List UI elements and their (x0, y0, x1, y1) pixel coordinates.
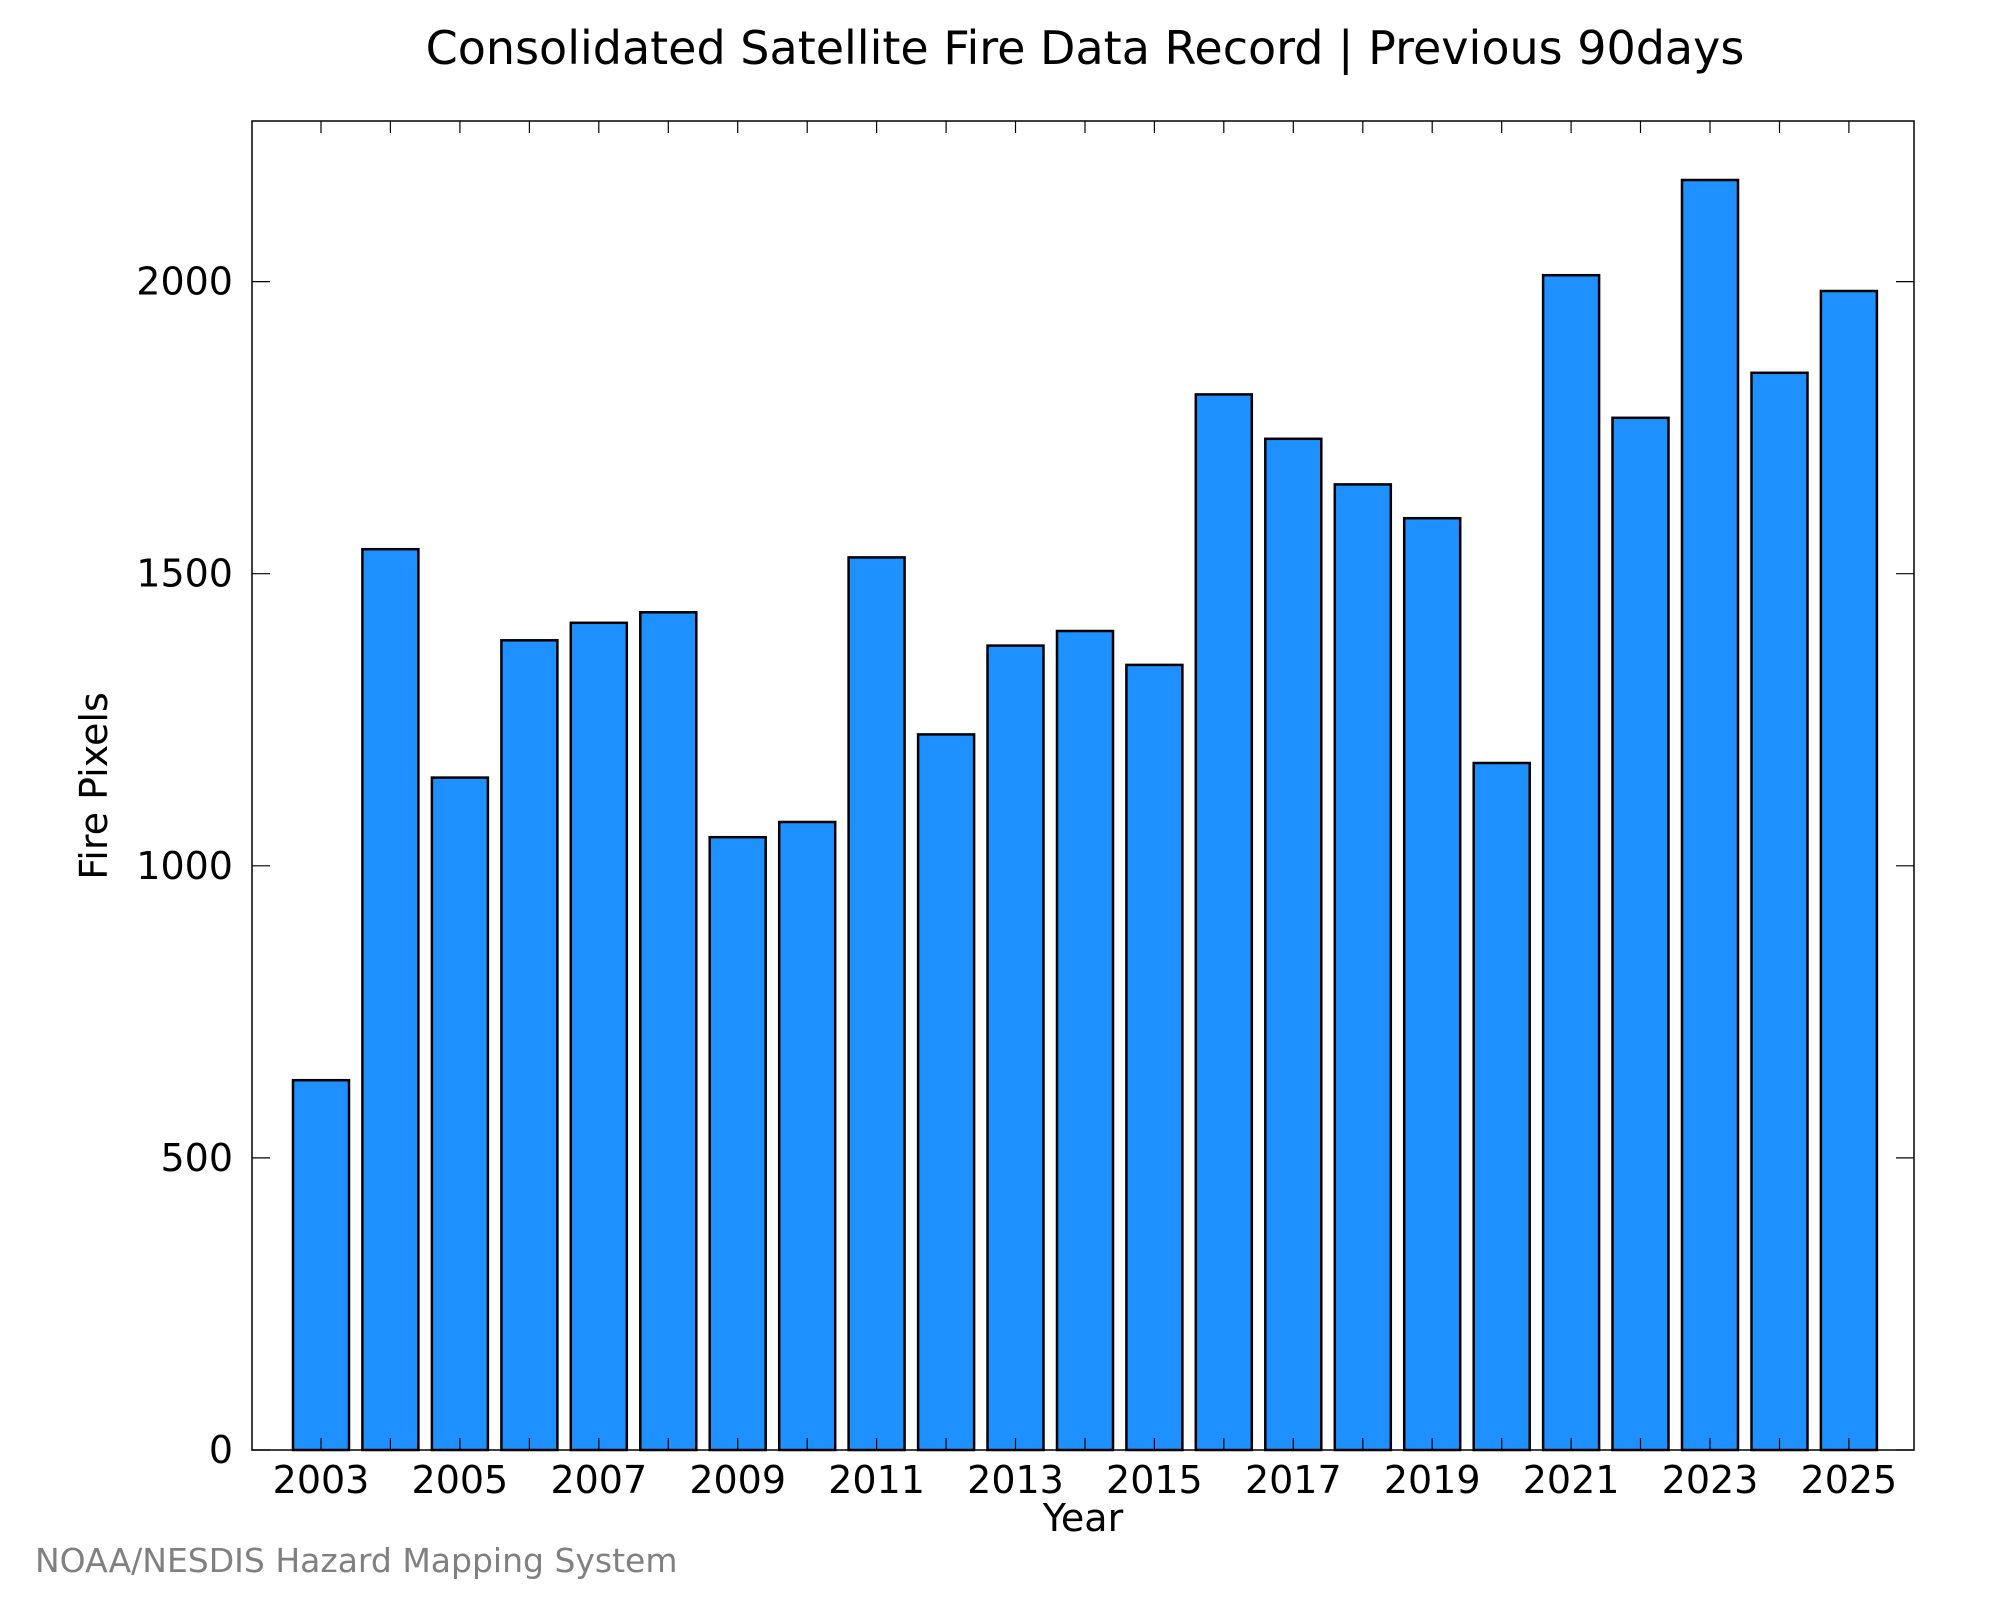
source-credit: NOAA/NESDIS Hazard Mapping System (35, 1541, 678, 1580)
bar-2005 (430, 776, 490, 1452)
labels-layer: 2003 2005 2007 2009 2011 2013 2015 2017 2019 2021… (136, 260, 1897, 1502)
bar-2017 (1264, 437, 1323, 1452)
bar-2008 (639, 611, 698, 1452)
x-tick-label-2005: 2005 (412, 1458, 509, 1502)
y-tick-label-1000: 1000 (136, 844, 233, 888)
bar-2012 (916, 733, 976, 1452)
x-tick-label-2015: 2015 (1106, 1458, 1203, 1502)
chart-title: Consolidated Satellite Fire Data Record … (426, 21, 1745, 76)
x-tick-label-2023: 2023 (1662, 1458, 1759, 1502)
bar-2014 (1055, 629, 1115, 1452)
x-tick-label-2021: 2021 (1523, 1458, 1620, 1502)
x-tick-label-2011: 2011 (828, 1458, 925, 1502)
bar-2007 (569, 621, 629, 1452)
bar-2018 (1333, 483, 1393, 1452)
bar-2011 (847, 556, 906, 1452)
bar-2009 (708, 835, 767, 1452)
bar-2015 (1125, 663, 1184, 1452)
bar-2003 (291, 1078, 351, 1452)
y-tick-label-1500: 1500 (136, 552, 233, 596)
plot-frame (251, 120, 1915, 1451)
x-tick-label-2013: 2013 (967, 1458, 1064, 1502)
bar-2006 (500, 639, 559, 1452)
bar-2019 (1402, 516, 1462, 1452)
y-tick-label-2000: 2000 (136, 260, 233, 304)
x-tick-label-2019: 2019 (1384, 1458, 1481, 1502)
x-tick-label-2003: 2003 (273, 1458, 370, 1502)
bar-2016 (1194, 393, 1254, 1452)
x-tick-label-2017: 2017 (1245, 1458, 1342, 1502)
x-axis-label: Year (1042, 1496, 1124, 1540)
bar-2021 (1541, 273, 1601, 1452)
bar-2010 (777, 820, 837, 1452)
bars-layer (291, 178, 1879, 1452)
bar-2020 (1472, 761, 1531, 1452)
bar-2022 (1611, 416, 1670, 1452)
x-tick-label-2025: 2025 (1801, 1458, 1898, 1502)
bar-2025 (1819, 289, 1879, 1452)
bar-2013 (986, 644, 1045, 1452)
y-tick-label-0: 0 (209, 1428, 233, 1472)
bar-2024 (1750, 371, 1809, 1452)
y-axis-label: Fire Pixels (72, 692, 116, 880)
bar-2004 (361, 547, 420, 1452)
y-tick-label-500: 500 (160, 1136, 233, 1180)
bar-2023 (1680, 178, 1740, 1452)
x-tick-label-2009: 2009 (689, 1458, 786, 1502)
x-tick-label-2007: 2007 (550, 1458, 647, 1502)
